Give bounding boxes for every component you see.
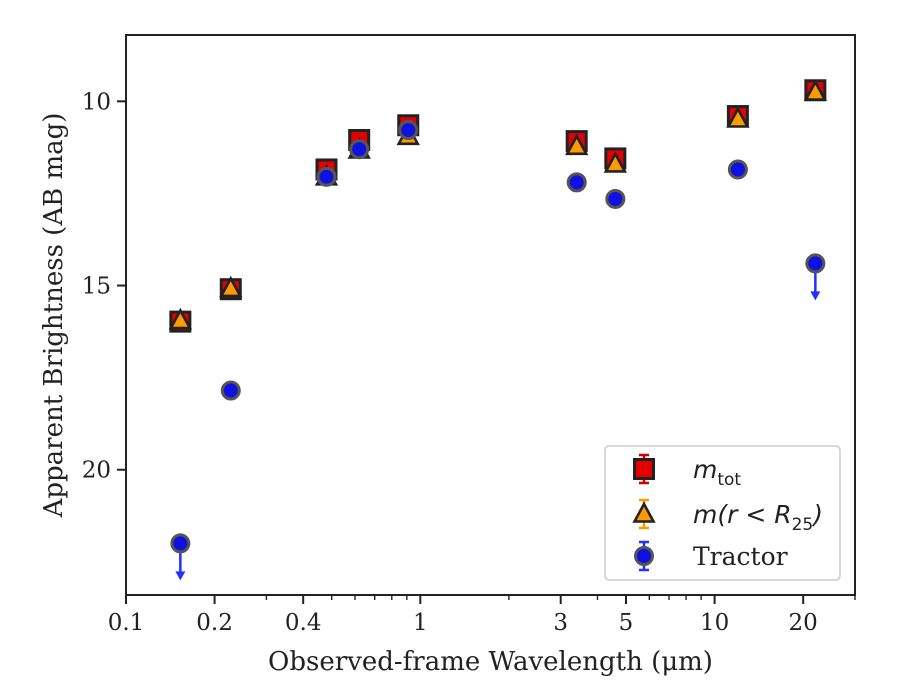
upper-limit-arrow — [175, 571, 186, 581]
data-point — [565, 133, 589, 156]
legend-label: m(r < R25) — [693, 500, 823, 535]
data-point — [316, 166, 337, 187]
data-point — [349, 139, 370, 160]
data-point — [805, 253, 826, 274]
plot-frame — [125, 34, 856, 596]
series-circle — [170, 120, 826, 581]
x-tick-label: 0.4 — [285, 610, 322, 636]
data-point — [170, 533, 191, 554]
x-tick-label: 0.2 — [196, 610, 233, 636]
y-tick-label: 15 — [82, 274, 111, 300]
legend-marker — [633, 458, 655, 480]
x-tick-label: 3 — [553, 610, 568, 636]
data-point — [605, 188, 626, 209]
axis-ticks: 0.1 0.2 0.4 1 3 5 10 20 10 15 20 — [82, 89, 856, 636]
data-point — [603, 151, 628, 173]
legend: mtot m(r < R25) Tractor — [604, 445, 841, 581]
y-tick-label: 10 — [82, 89, 111, 115]
legend-box — [604, 445, 841, 581]
legend-marker — [632, 501, 656, 523]
x-tick-label: 0.1 — [108, 610, 145, 636]
data-point — [803, 79, 828, 101]
data-point — [219, 275, 243, 298]
x-tick-label: 1 — [413, 610, 428, 636]
x-axis-label: Observed-frame Wavelength (μm) — [268, 647, 713, 677]
x-tick-label: 10 — [700, 610, 729, 636]
series-triangle — [168, 79, 828, 330]
data-point — [727, 159, 748, 180]
upper-limit-arrow — [810, 291, 821, 301]
data-point — [566, 172, 587, 193]
legend-label: mtot — [693, 455, 741, 490]
y-tick-label: 20 — [82, 458, 111, 484]
x-tick-label: 20 — [789, 610, 818, 636]
data-point — [398, 120, 419, 141]
y-axis-label: Apparent Brightness (AB mag) — [39, 113, 69, 519]
legend-label: Tractor — [693, 542, 788, 571]
data-point — [220, 380, 241, 401]
data-marks — [168, 79, 828, 581]
data-point — [726, 106, 750, 128]
data-point — [168, 307, 193, 330]
legend-marker — [634, 546, 654, 566]
series-square — [169, 79, 827, 333]
x-tick-label: 5 — [619, 610, 634, 636]
